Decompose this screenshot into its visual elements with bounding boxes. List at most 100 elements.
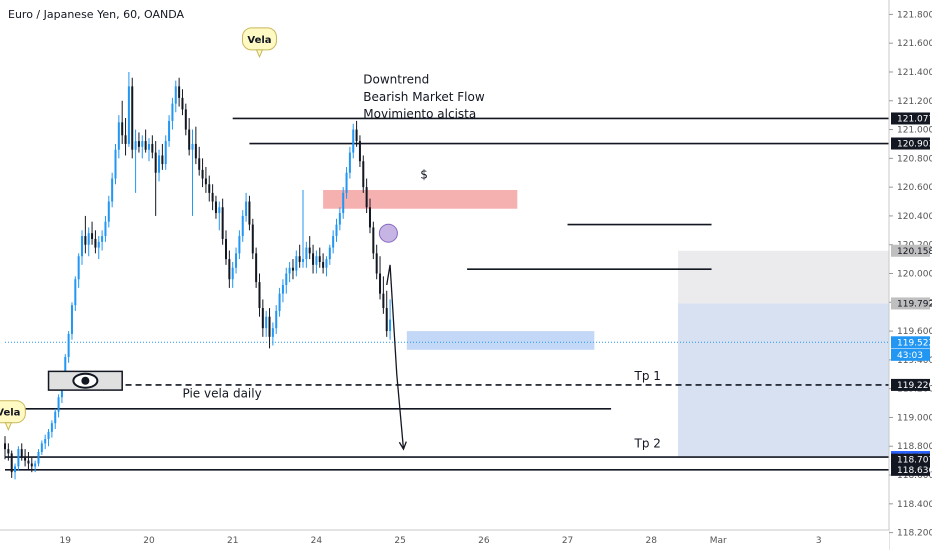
chart-title: Euro / Japanese Yen, 60, OANDA — [8, 8, 185, 21]
candle-body — [14, 466, 17, 473]
price-label: 118.636 — [891, 463, 932, 476]
candle-body — [191, 143, 194, 150]
candle-body — [281, 285, 284, 294]
annotation-text: $ — [420, 167, 428, 181]
candle-body — [17, 449, 20, 467]
candle-body — [221, 207, 224, 239]
x-tick-label: 3 — [816, 536, 822, 546]
forecast-arrowhead — [398, 441, 407, 451]
x-tick-label: Mar — [710, 536, 727, 546]
candle-body — [188, 129, 191, 150]
candle-body — [44, 439, 47, 444]
annotation-text: Movimiento alcista — [363, 107, 476, 121]
x-tick-label: 21 — [227, 536, 238, 546]
candle-body — [171, 103, 174, 121]
candle-body — [382, 293, 385, 309]
candle-body — [64, 356, 67, 378]
candle-body — [365, 187, 368, 208]
candle-body — [345, 172, 348, 193]
price-label: 121.077 — [891, 112, 932, 125]
zone-stop — [678, 250, 889, 304]
x-tick-label: 26 — [478, 536, 490, 546]
candle-body — [94, 238, 97, 248]
x-tick-label: 19 — [60, 536, 72, 546]
candle-body — [308, 247, 311, 254]
x-tick-label: 25 — [394, 536, 405, 546]
candle-body — [7, 449, 10, 454]
candle-body — [134, 141, 137, 150]
candle-body — [111, 178, 114, 202]
candle-body — [204, 178, 207, 185]
candle-body — [335, 224, 338, 237]
candle-body — [74, 279, 77, 306]
candle-body — [87, 233, 90, 245]
candle-body — [181, 97, 184, 110]
candle-body — [338, 213, 341, 225]
candle-body — [114, 149, 117, 179]
candle-body — [362, 161, 365, 188]
zone-demand — [406, 331, 595, 350]
candle-body — [54, 411, 57, 424]
candle-body — [151, 143, 154, 153]
y-tick-label: 119.400 — [897, 356, 932, 366]
candle-body — [24, 457, 27, 461]
price-label-bg — [891, 244, 930, 257]
candle-body — [285, 273, 288, 286]
candle-body — [275, 310, 278, 329]
candle-body — [164, 141, 167, 165]
price-label-text: 121.077 — [897, 114, 932, 124]
candle-body — [389, 319, 392, 332]
candle-body — [372, 227, 375, 254]
candle-body — [241, 215, 244, 237]
candle-body — [194, 143, 197, 159]
candle-body — [379, 273, 382, 294]
annotation-text: Tp 1 — [634, 369, 661, 383]
candle-body — [322, 261, 325, 268]
price-axis: 121.800 121.600 121.400 121.200 121.000 120.8… — [888, 0, 932, 550]
candle-body — [375, 253, 378, 274]
y-tick-label: 118.600 — [897, 471, 932, 481]
callout-pointer — [255, 49, 264, 59]
price-label-text: 120.903 — [897, 140, 932, 150]
candle-body — [355, 129, 358, 142]
price-label-bg — [891, 336, 930, 349]
vela-callout: Vela — [0, 400, 26, 431]
candle-body — [268, 316, 271, 337]
candle-body — [40, 443, 43, 452]
candle-body — [10, 453, 13, 473]
candle-body — [312, 253, 315, 265]
price-label-text: 118.707 — [897, 456, 932, 466]
price-label: 119.792 — [891, 297, 932, 310]
candle-body — [305, 247, 308, 260]
candle-body — [231, 267, 234, 280]
x-tick-label: 28 — [646, 536, 658, 546]
candle-body — [261, 308, 264, 329]
price-label-bg — [891, 297, 930, 310]
candle-body — [298, 256, 301, 262]
candle-body — [245, 201, 248, 216]
candle-body — [235, 253, 238, 268]
candle-body — [271, 328, 274, 337]
overlays-layer: Downtrend Bearish Market Flow Movimiento a… — [0, 27, 661, 451]
forecast-arrow — [386, 264, 405, 450]
price-label: 120.903 — [891, 137, 932, 150]
annotation-text: Downtrend — [363, 72, 429, 86]
eye-pupil-icon — [81, 376, 90, 385]
candle-body — [224, 238, 228, 260]
candle-body — [291, 267, 294, 271]
price-label-bg — [891, 463, 930, 476]
y-tick-label: 118.200 — [897, 529, 932, 539]
candle-body — [121, 122, 124, 136]
y-tick-label: 118.800 — [897, 442, 932, 452]
candle-body — [81, 236, 84, 257]
candle-body — [30, 463, 33, 467]
candle-body — [208, 184, 211, 193]
candle-body — [131, 86, 134, 150]
candle-body — [161, 155, 164, 165]
candle-body — [288, 267, 291, 274]
candle-body — [278, 293, 281, 311]
candle-body — [211, 192, 214, 202]
y-tick-label: 120.600 — [897, 183, 932, 193]
candle-body — [67, 333, 70, 357]
candle-body — [178, 86, 181, 98]
